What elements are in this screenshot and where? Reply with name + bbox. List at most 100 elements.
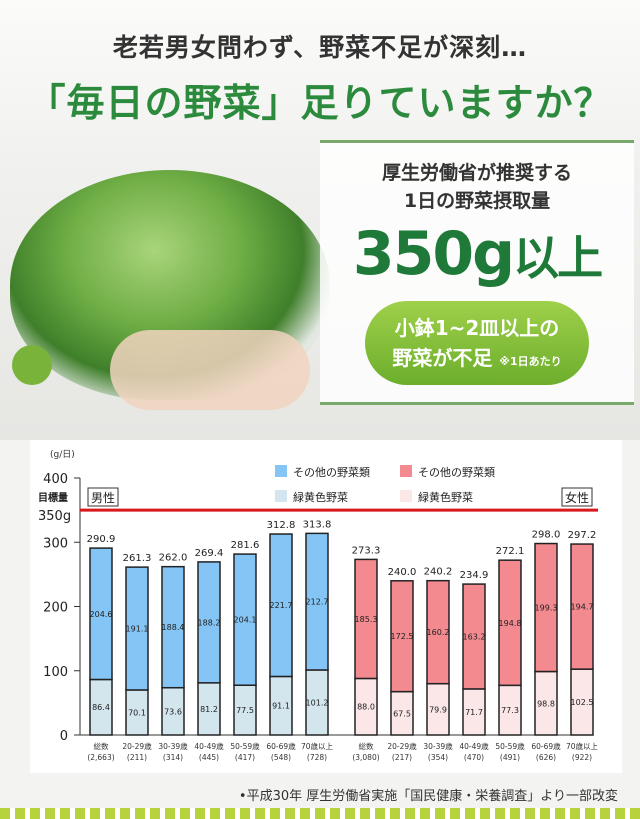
category-label: 70歳以上 (566, 741, 599, 751)
sample-size-label: (922) (572, 753, 592, 762)
bar-other (197, 561, 221, 684)
total-label: 261.3 (123, 553, 152, 564)
category-label: 60-69歳 (266, 741, 296, 751)
y-tick-label: 400 (43, 472, 68, 487)
box-line1: 厚生労働省が推奨する (381, 162, 572, 184)
recommendation-box: 厚生労働省が推奨する 1日の野菜摂取量 350g以上 小鉢1~2皿以上の 野菜が不… (320, 140, 634, 405)
sample-size-label: (491) (500, 753, 520, 762)
y-tick-label: 200 (43, 601, 68, 616)
y-tick-label: 100 (43, 665, 68, 680)
box-line2: 1日の野菜摂取量 (403, 190, 551, 212)
green-yellow-value-label: 77.3 (501, 706, 519, 715)
other-value-label: 160.2 (427, 628, 450, 637)
other-value-label: 194.8 (499, 619, 522, 628)
other-value-label: 221.7 (270, 601, 293, 610)
headline-sub: 老若男女問わず、野菜不足が深刻… (112, 33, 528, 62)
category-label: 40-49歳 (194, 741, 224, 751)
total-label: 312.8 (267, 520, 296, 531)
total-label: 313.8 (303, 519, 332, 530)
other-value-label: 188.2 (198, 618, 221, 627)
green-yellow-value-label: 98.8 (537, 699, 555, 708)
pill-line1: 小鉢1~2皿以上の (394, 316, 560, 340)
decorative-stripe (0, 808, 640, 819)
sample-size-label: (211) (127, 753, 147, 762)
green-yellow-value-label: 79.9 (429, 705, 447, 714)
other-value-label: 172.5 (391, 632, 414, 641)
category-label: 50-59歳 (495, 741, 525, 751)
category-label: 30-39歳 (158, 741, 188, 751)
sample-size-label: (548) (271, 753, 291, 762)
sample-size-label: (445) (199, 753, 219, 762)
green-yellow-value-label: 102.5 (571, 698, 594, 707)
pill-line2: 野菜が不足 (392, 346, 493, 370)
sample-size-label: (470) (464, 753, 484, 762)
green-yellow-value-label: 73.6 (164, 707, 182, 716)
legend-male-other: その他の野菜類 (293, 466, 370, 479)
amount-suffix: 以上 (513, 231, 603, 285)
y-tick-label: 300 (43, 536, 68, 551)
green-yellow-value-label: 81.2 (200, 705, 218, 714)
bar-other (89, 547, 113, 681)
category-label: 70歳以上 (301, 741, 334, 751)
sample-size-label: (314) (163, 753, 183, 762)
target-value-label: 350g (38, 509, 71, 524)
category-label: 30-39歳 (423, 741, 453, 751)
source-note: •平成30年 厚生労働省実施「国民健康・栄養調査」より一部改変 (238, 789, 618, 804)
sample-size-label: (2,663) (87, 753, 114, 762)
bar-other (354, 558, 378, 680)
bar-other (462, 583, 486, 690)
green-yellow-value-label: 70.1 (128, 708, 146, 717)
category-label: 60-69歳 (531, 741, 561, 751)
sample-size-label: (417) (235, 753, 255, 762)
bar-other (498, 559, 522, 687)
legend-female-other: その他の野菜類 (418, 466, 495, 479)
legend-male-green-swatch (275, 490, 287, 502)
bar-other (570, 543, 594, 670)
amount: 350g以上 (352, 219, 603, 289)
shortage-pill: 小鉢1~2皿以上の 野菜が不足 ※1日あたり (365, 301, 589, 385)
y-tick-label: 0 (60, 729, 68, 744)
legend-female-other-swatch (400, 465, 412, 477)
other-value-label: 163.2 (463, 633, 486, 642)
category-label: 20-29歳 (387, 741, 417, 751)
total-label: 273.3 (352, 545, 381, 556)
total-label: 272.1 (496, 546, 525, 557)
category-label: 50-59歳 (230, 741, 260, 751)
total-label: 281.6 (231, 540, 260, 551)
other-value-label: 194.7 (571, 603, 594, 612)
bar-other (390, 580, 414, 693)
sample-size-label: (728) (307, 753, 327, 762)
other-value-label: 188.4 (162, 623, 185, 632)
total-label: 234.9 (460, 570, 489, 581)
other-value-label: 204.1 (234, 616, 257, 625)
green-yellow-value-label: 77.5 (236, 706, 254, 715)
other-value-label: 204.6 (90, 610, 113, 619)
unit-label: (g/日) (50, 449, 75, 460)
chart-card: (g/日) 0 100 200 300 400 目標量 350g 男性 女性 その他の野菜類 緑黄色野… (30, 440, 622, 773)
target-label: 目標量 (38, 491, 68, 504)
bar-other (534, 542, 558, 673)
bar-other (161, 565, 185, 689)
vegetable-intake-chart: (g/日) 0 100 200 300 400 目標量 350g 男性 女性 その他の野菜類緑黄色野… (38, 449, 599, 762)
sample-size-label: (626) (536, 753, 556, 762)
category-label: 総数 (359, 741, 374, 751)
male-label: 男性 (91, 491, 115, 505)
headline-main: 「毎日の野菜」足りていますか？ (27, 81, 613, 125)
green-yellow-value-label: 86.4 (92, 703, 110, 712)
legend-male-other-swatch (275, 465, 287, 477)
legend-female-green: 緑黄色野菜 (418, 490, 473, 504)
bar-other (305, 532, 329, 671)
female-label-box (561, 487, 593, 507)
green-yellow-value-label: 91.1 (272, 702, 290, 711)
other-value-label: 199.3 (535, 604, 558, 613)
category-label: 総数 (94, 741, 109, 751)
green-yellow-value-label: 71.7 (465, 708, 483, 717)
bar-other (125, 566, 149, 691)
total-label: 269.4 (195, 548, 224, 559)
green-yellow-value-label: 67.5 (393, 709, 411, 718)
sample-size-label: (354) (428, 753, 448, 762)
legend-female-green-swatch (400, 490, 412, 502)
sample-size-label: (217) (392, 753, 412, 762)
category-label: 40-49歳 (459, 741, 489, 751)
total-label: 298.0 (532, 530, 561, 541)
